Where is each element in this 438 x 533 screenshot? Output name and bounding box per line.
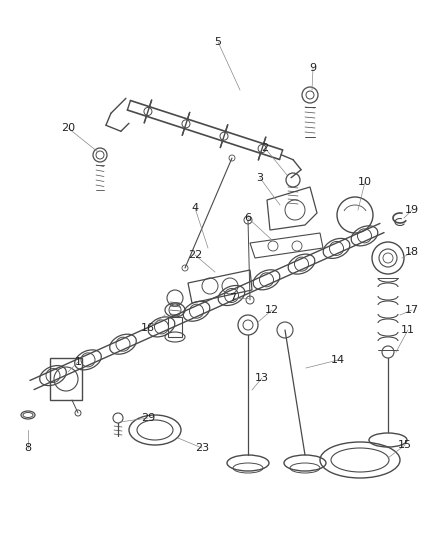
Text: 20: 20 xyxy=(61,123,75,133)
Text: 2: 2 xyxy=(261,143,268,153)
Text: 13: 13 xyxy=(255,373,269,383)
Text: 5: 5 xyxy=(215,37,222,47)
Text: 18: 18 xyxy=(405,247,419,257)
Text: 4: 4 xyxy=(191,203,198,213)
Text: 6: 6 xyxy=(244,213,251,223)
Text: 29: 29 xyxy=(141,413,155,423)
Text: 1: 1 xyxy=(74,357,81,367)
Text: 3: 3 xyxy=(257,173,264,183)
Text: 15: 15 xyxy=(398,440,412,450)
Text: 14: 14 xyxy=(331,355,345,365)
Text: 16: 16 xyxy=(141,323,155,333)
Text: 8: 8 xyxy=(25,443,32,453)
Bar xyxy=(50,358,82,400)
Text: 19: 19 xyxy=(405,205,419,215)
Text: 17: 17 xyxy=(405,305,419,315)
Text: 22: 22 xyxy=(188,250,202,260)
Text: 23: 23 xyxy=(195,443,209,453)
Text: 11: 11 xyxy=(401,325,415,335)
Bar xyxy=(168,317,182,337)
Text: 10: 10 xyxy=(358,177,372,187)
Text: 12: 12 xyxy=(265,305,279,315)
Text: 7: 7 xyxy=(230,293,237,303)
Text: 9: 9 xyxy=(309,63,317,73)
